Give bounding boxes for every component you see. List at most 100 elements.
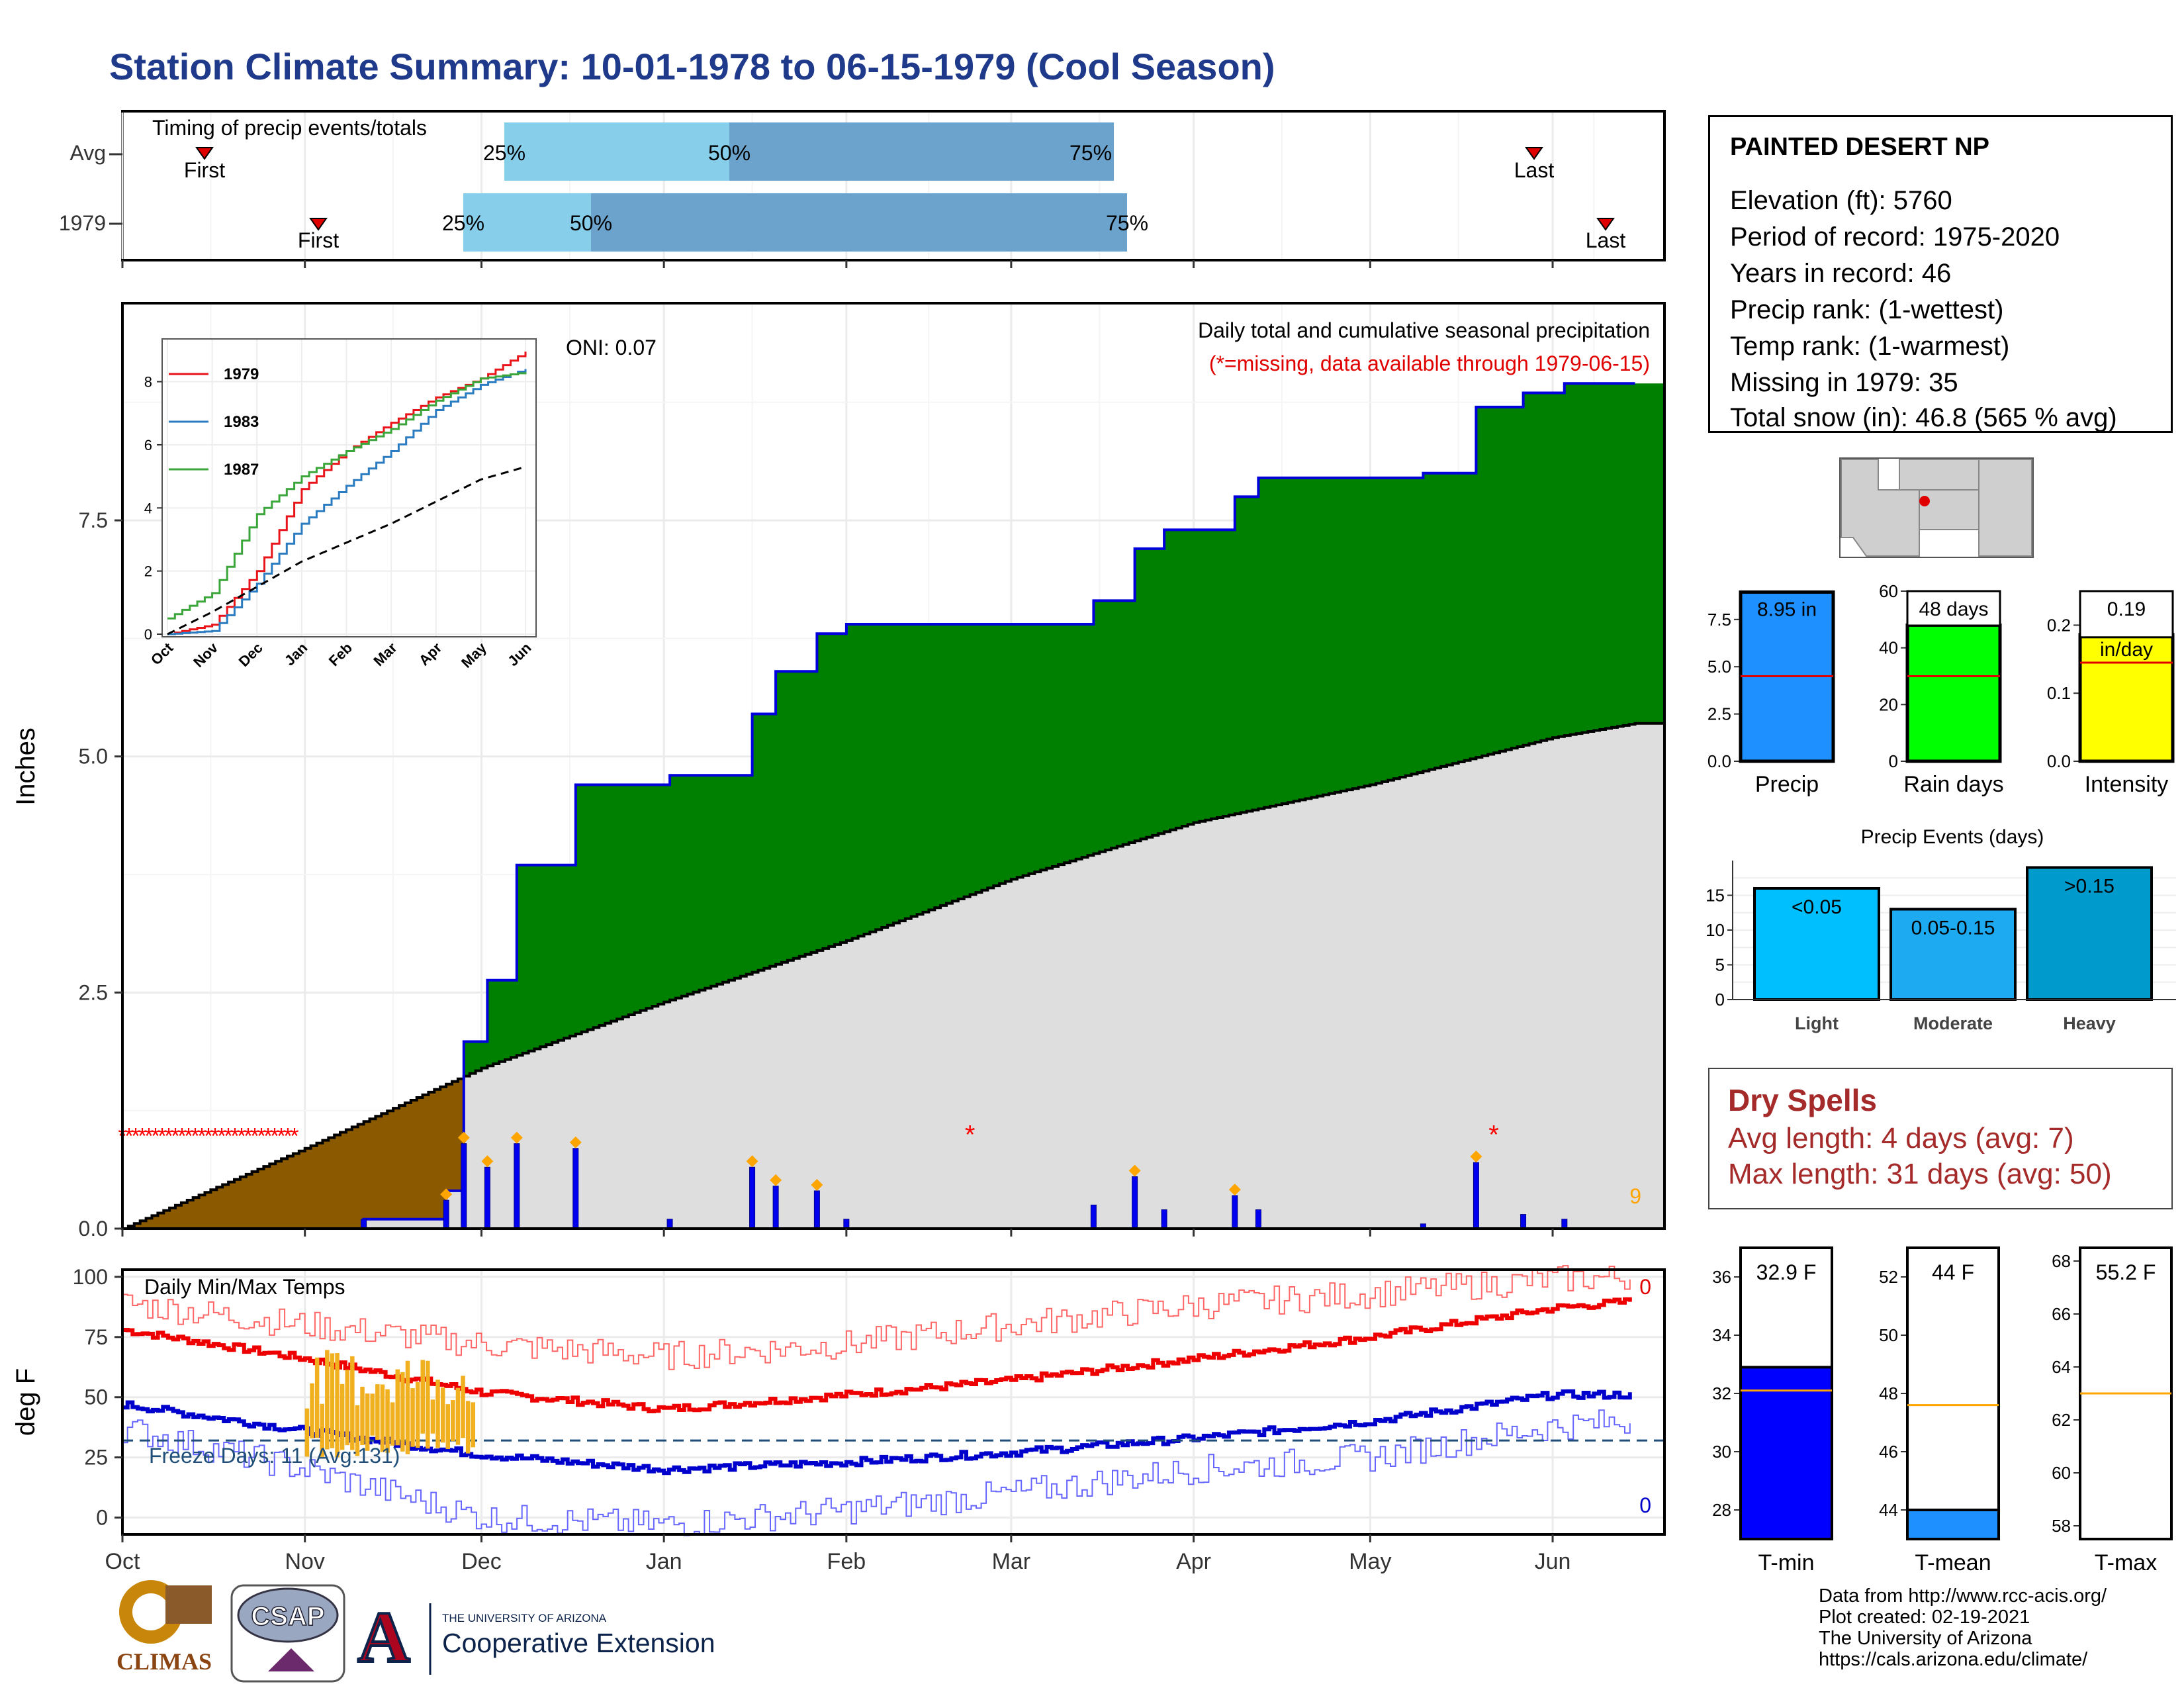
tempbar-label: T-mean [1915,1550,1991,1575]
summary-bar-rain-days [1905,623,2002,763]
page-title: Station Climate Summary: 10-01-1978 to 0… [109,46,1275,87]
month-tick-label: Apr [1176,1549,1211,1574]
events-category-label: Light [1795,1013,1839,1033]
tempbar-ytick-label: 52 [1879,1267,1898,1287]
tempbar-ytick-label: 48 [1879,1383,1898,1403]
inset-ytick-label: 2 [144,563,152,580]
tempbar-value-label: 55.2 F [2096,1260,2156,1284]
daily-precip-bar [1473,1162,1479,1229]
daily-precip-bar [1520,1214,1527,1229]
tempbar-ytick-label: 36 [1712,1267,1731,1287]
observed-temp-bar [400,1372,405,1452]
observed-temp-bar [395,1369,400,1446]
daily-precip-bar [361,1219,367,1229]
summary-ytick-label: 60 [1879,581,1898,601]
observed-temp-bar [375,1384,380,1440]
observed-temp-bar [451,1399,455,1442]
temp-ytick-label: 100 [73,1265,108,1289]
station-precip-rank: Precip rank: (1-wettest) [1730,295,2004,324]
1979-p75: 75% [1106,211,1148,235]
observed-temp-bar [380,1384,385,1452]
csap-logo-text: CSAP [251,1602,324,1631]
missing-marker: * [138,1123,146,1149]
observed-temp-bar [365,1393,370,1451]
tempbar-value-label: 32.9 F [1756,1260,1817,1284]
avg-quartile-bar-low [504,122,729,181]
inset-ytick-label: 8 [144,374,152,391]
summary-value-unit: in/day [2100,639,2153,661]
heavy-event-marker [811,1178,823,1191]
missing-marker: * [158,1123,166,1149]
month-tick-label: Jun [1535,1549,1571,1574]
events-bar-light [1753,887,1880,1001]
daily-precip-bar [572,1148,579,1229]
daily-precip-bar [1561,1219,1568,1229]
inset-legend-label: 1983 [224,413,259,431]
summary-ytick-label: 0.1 [2047,683,2071,703]
temp-line-record-max [122,1265,1631,1370]
avg-p50: 50% [708,141,751,165]
heavy-event-marker [1228,1184,1241,1196]
missing-marker: * [151,1123,159,1149]
inset-legend-label: 1987 [224,461,259,479]
events-ytick-label: 10 [1706,920,1725,940]
tempbar-ytick-label: 44 [1879,1500,1898,1520]
ua-line1: THE UNIVERSITY OF ARIZONA [442,1612,607,1624]
tempbar-t-min [1739,1366,1833,1540]
temp-line-avg-max [122,1297,1632,1413]
1979-first-marker [309,218,328,231]
observed-temp-bar [385,1389,390,1453]
observed-temp-bar [430,1399,435,1434]
month-tick-label: Feb [827,1549,866,1574]
month-tick-label: Jan [646,1549,682,1574]
tempbar-ytick-label: 50 [1879,1325,1898,1345]
missing-marker: * [197,1123,206,1149]
avg-row-label: Avg [69,141,106,165]
summary-ytick-label: 20 [1879,694,1898,714]
daily-precip-bar [1161,1209,1167,1229]
tempbar-ytick-label: 58 [2052,1516,2071,1536]
missing-marker: * [965,1120,976,1149]
missing-marker: * [1488,1120,1499,1149]
tempbar-ytick-label: 30 [1712,1442,1731,1462]
summary-bar-label: Precip [1755,772,1819,797]
avg-p25: 25% [483,141,525,165]
credit-line-1: Data from http://www.rcc-acis.org/ [1819,1585,2107,1607]
observed-temp-bar [465,1401,471,1454]
tempbar-label: T-min [1758,1550,1815,1575]
daily-precip-bar [749,1166,756,1229]
summary-ytick-label: 7.5 [1707,610,1731,630]
missing-marker: * [283,1123,292,1149]
climas-logo: CLIMAS [116,1580,212,1675]
tempbar-ytick-label: 32 [1712,1383,1731,1403]
observed-temp-bar [320,1403,324,1457]
month-tick-label: Mar [992,1549,1031,1574]
climas-logo-text: CLIMAS [116,1648,212,1675]
oni-label: ONI: 0.07 [566,336,657,359]
missing-marker: * [171,1123,179,1149]
observed-cumulative-line [122,382,1635,1230]
inset-line-1987 [167,372,527,620]
avg-cumulative-line [122,722,1664,1230]
credit-line-3: The University of Arizona [1819,1628,2032,1649]
missing-marker: * [224,1123,232,1149]
missing-note: (*=missing, data available through 1979-… [1209,352,1650,375]
inset-line-avg [167,465,526,635]
timing-panel: Timing of precip events/totals Avg 1979 … [59,110,1666,268]
1979-p25: 25% [442,211,484,235]
credit-line-2: Plot created: 02-19-2021 [1819,1607,2030,1628]
missing-marker: * [257,1123,265,1149]
inset-legend-label: 1979 [224,365,259,383]
daily-precip-bar [1132,1176,1138,1229]
observed-temp-bar [310,1383,314,1438]
avg-cumulative-area [122,723,1664,1229]
missing-marker: * [164,1123,173,1149]
max-record-count: 0 [1639,1275,1651,1299]
daily-precip-bar [484,1166,490,1229]
missing-marker: * [230,1123,239,1149]
university-of-arizona-logo: A THE UNIVERSITY OF ARIZONA Cooperative … [356,1595,715,1679]
daily-precip-bar [1232,1195,1238,1229]
tempbar-ytick-label: 62 [2052,1410,2071,1430]
